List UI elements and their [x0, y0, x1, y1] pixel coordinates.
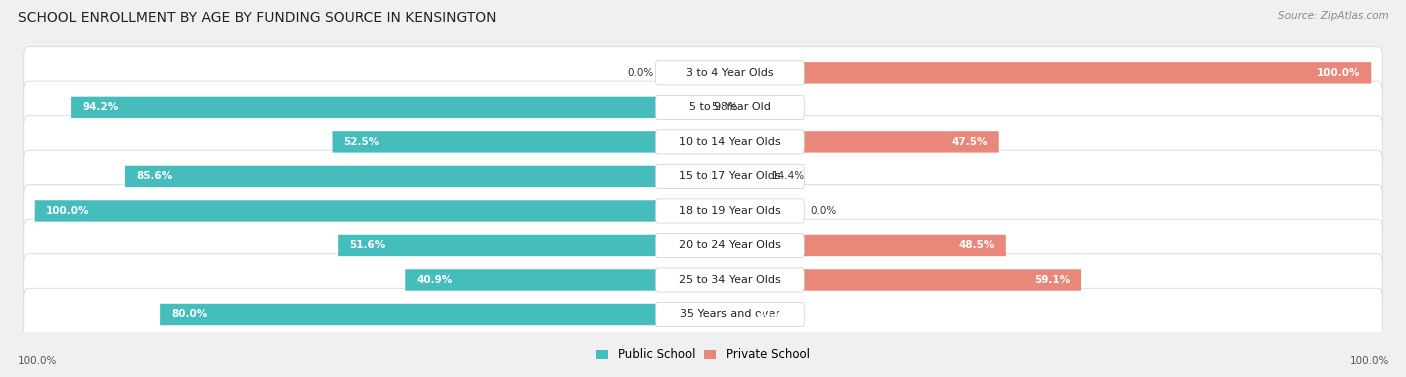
Text: 10 to 14 Year Olds: 10 to 14 Year Olds	[679, 137, 780, 147]
Text: 85.6%: 85.6%	[136, 172, 173, 181]
Text: 59.1%: 59.1%	[1033, 275, 1070, 285]
FancyBboxPatch shape	[655, 199, 804, 223]
Text: 0.0%: 0.0%	[810, 206, 837, 216]
FancyBboxPatch shape	[662, 131, 998, 153]
Text: Source: ZipAtlas.com: Source: ZipAtlas.com	[1278, 11, 1389, 21]
Text: 5 to 9 Year Old: 5 to 9 Year Old	[689, 103, 770, 112]
Text: 47.5%: 47.5%	[952, 137, 987, 147]
FancyBboxPatch shape	[333, 131, 662, 153]
Legend: Public School, Private School: Public School, Private School	[592, 343, 814, 366]
FancyBboxPatch shape	[655, 233, 804, 257]
FancyBboxPatch shape	[662, 304, 804, 325]
FancyBboxPatch shape	[35, 200, 662, 222]
FancyBboxPatch shape	[655, 164, 804, 188]
FancyBboxPatch shape	[662, 97, 703, 118]
FancyBboxPatch shape	[655, 95, 804, 120]
Text: 25 to 34 Year Olds: 25 to 34 Year Olds	[679, 275, 780, 285]
FancyBboxPatch shape	[655, 302, 804, 326]
Text: 48.5%: 48.5%	[959, 241, 995, 250]
Text: 51.6%: 51.6%	[349, 241, 385, 250]
FancyBboxPatch shape	[24, 288, 1382, 341]
FancyBboxPatch shape	[24, 254, 1382, 306]
Text: SCHOOL ENROLLMENT BY AGE BY FUNDING SOURCE IN KENSINGTON: SCHOOL ENROLLMENT BY AGE BY FUNDING SOUR…	[18, 11, 496, 25]
Text: 94.2%: 94.2%	[82, 103, 118, 112]
FancyBboxPatch shape	[339, 235, 662, 256]
FancyBboxPatch shape	[655, 268, 804, 292]
Text: 35 Years and over: 35 Years and over	[681, 310, 780, 319]
Text: 40.9%: 40.9%	[416, 275, 453, 285]
Text: 20 to 24 Year Olds: 20 to 24 Year Olds	[679, 241, 780, 250]
FancyBboxPatch shape	[655, 130, 804, 154]
FancyBboxPatch shape	[24, 219, 1382, 272]
Text: 14.4%: 14.4%	[772, 172, 806, 181]
FancyBboxPatch shape	[24, 116, 1382, 168]
Text: 20.0%: 20.0%	[756, 310, 793, 319]
Text: 100.0%: 100.0%	[1350, 356, 1389, 366]
FancyBboxPatch shape	[655, 61, 804, 85]
FancyBboxPatch shape	[405, 269, 662, 291]
FancyBboxPatch shape	[662, 166, 763, 187]
Text: 100.0%: 100.0%	[46, 206, 89, 216]
FancyBboxPatch shape	[662, 62, 1371, 84]
Text: 52.5%: 52.5%	[343, 137, 380, 147]
FancyBboxPatch shape	[662, 269, 1081, 291]
Text: 3 to 4 Year Olds: 3 to 4 Year Olds	[686, 68, 773, 78]
FancyBboxPatch shape	[662, 235, 1005, 256]
Text: 5.8%: 5.8%	[711, 103, 738, 112]
FancyBboxPatch shape	[160, 304, 662, 325]
Text: 0.0%: 0.0%	[627, 68, 654, 78]
FancyBboxPatch shape	[24, 185, 1382, 237]
Text: 80.0%: 80.0%	[172, 310, 208, 319]
FancyBboxPatch shape	[125, 166, 662, 187]
Text: 100.0%: 100.0%	[18, 356, 58, 366]
Text: 18 to 19 Year Olds: 18 to 19 Year Olds	[679, 206, 780, 216]
FancyBboxPatch shape	[24, 150, 1382, 203]
FancyBboxPatch shape	[24, 81, 1382, 133]
Text: 100.0%: 100.0%	[1317, 68, 1360, 78]
Text: 15 to 17 Year Olds: 15 to 17 Year Olds	[679, 172, 780, 181]
FancyBboxPatch shape	[72, 97, 662, 118]
FancyBboxPatch shape	[24, 47, 1382, 99]
